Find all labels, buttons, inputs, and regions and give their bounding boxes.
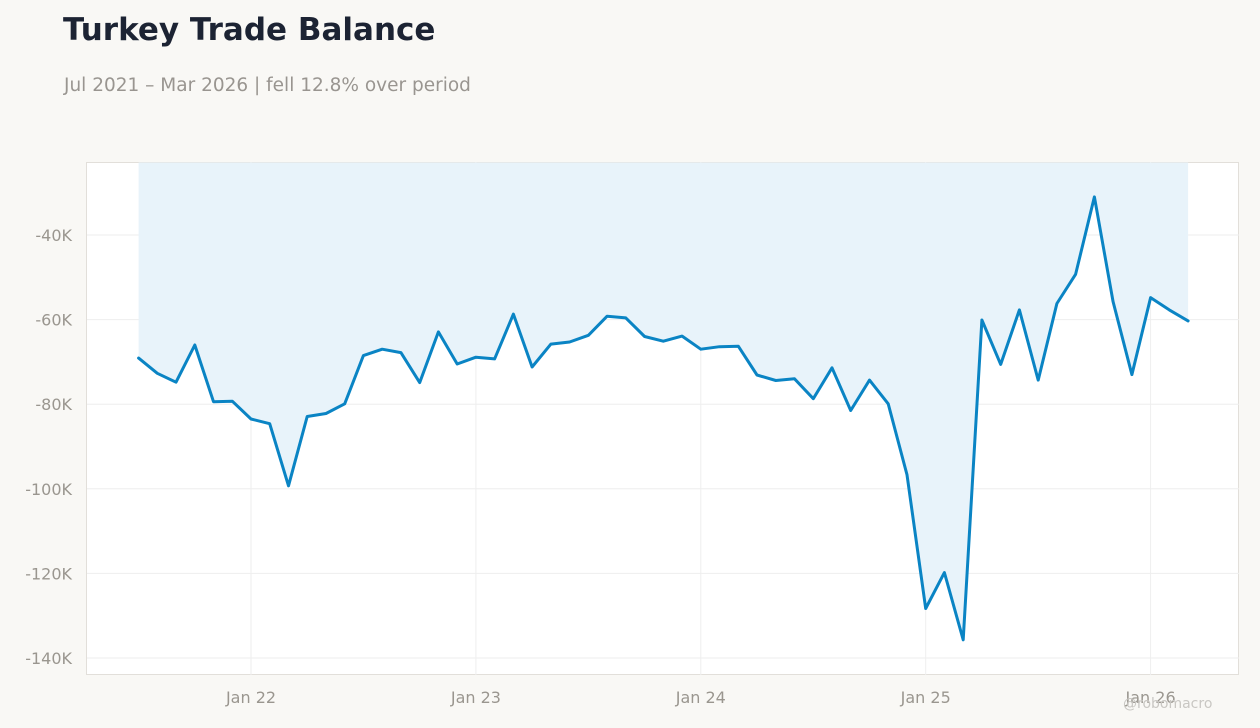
x-tick-label: Jan 25 <box>900 688 951 707</box>
series-line <box>137 195 1190 642</box>
x-tick-label: Jan 24 <box>675 688 726 707</box>
chart-title: Turkey Trade Balance <box>63 12 436 48</box>
y-axis-ticks: -40K -60K -80K -100K -120K -140K <box>25 226 72 668</box>
y-tick-label: -100K <box>25 480 72 499</box>
x-tick-label: Jan 23 <box>450 688 501 707</box>
watermark: @robomacro <box>1123 696 1213 712</box>
y-tick-label: -40K <box>35 226 72 245</box>
y-tick-label: -80K <box>35 395 72 414</box>
x-tick-label: Jan 26 <box>1125 688 1176 707</box>
chart-subtitle: Jul 2021 – Mar 2026 | fell 12.8% over pe… <box>64 75 471 96</box>
x-axis-ticks: Jan 22 Jan 23 Jan 24 Jan 25 Jan 26 <box>225 688 1176 707</box>
y-tick-label: -60K <box>35 311 72 330</box>
x-tick-label: Jan 22 <box>225 688 276 707</box>
series-area-fill <box>138 162 1189 640</box>
y-tick-label: -140K <box>25 649 72 668</box>
y-tick-label: -120K <box>25 564 72 583</box>
